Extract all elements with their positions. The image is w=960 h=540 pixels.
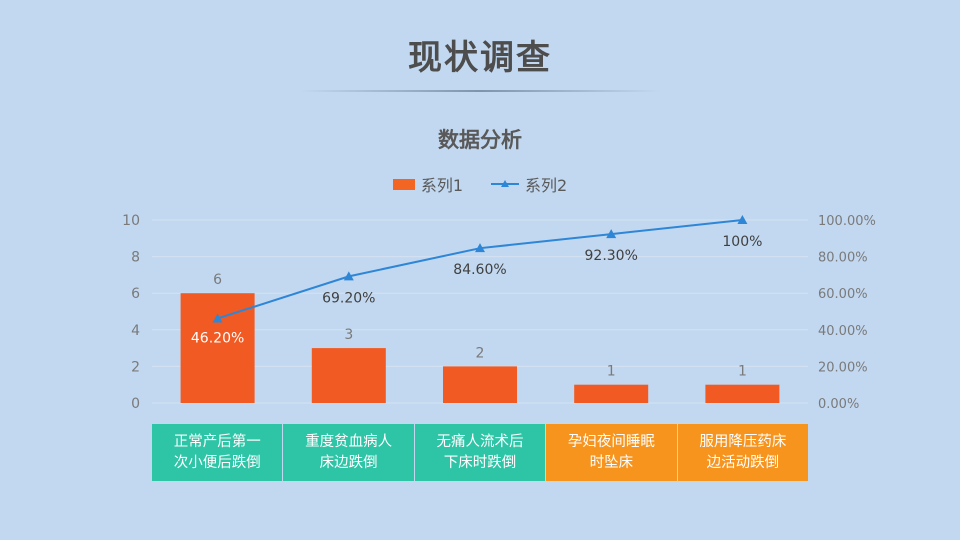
legend-line-swatch — [491, 180, 519, 187]
legend-item-series2: 系列2 — [491, 172, 567, 196]
bar-value-label: 1 — [738, 364, 747, 380]
y-right-tick-label: 0.00% — [818, 397, 859, 412]
y-left-tick-label: 6 — [131, 286, 140, 302]
bar-value-label: 1 — [607, 364, 616, 380]
category-label: 服用降压药床 边活动跌倒 — [677, 424, 809, 481]
line-value-label: 100% — [722, 234, 762, 250]
category-table: 正常产后第一 次小便后跌倒 重度贫血病人 床边跌倒 无痛人流术后 下床时跌倒 孕妇夜间… — [152, 424, 809, 481]
y-right-tick-label: 40.00% — [818, 324, 868, 339]
bar-value-label: 6 — [213, 272, 222, 288]
bar-value-label: 2 — [476, 345, 485, 361]
line-marker — [343, 271, 354, 281]
bar — [574, 384, 649, 403]
bar — [705, 384, 780, 403]
chart-legend: 系列1 系列2 — [0, 172, 960, 196]
line-marker — [475, 243, 485, 253]
y-right-tick-label: 100.00% — [818, 214, 876, 229]
page-title: 现状调查 — [408, 38, 552, 78]
category-label: 重度贫血病人 床边跌倒 — [283, 424, 415, 481]
y-right-tick-label: 20.00% — [818, 360, 868, 375]
y-right-tick-label: 80.00% — [818, 251, 868, 266]
y-right-tick-label: 60.00% — [818, 287, 868, 302]
legend-item-series1: 系列1 — [392, 172, 463, 196]
line-value-label: 84.60% — [453, 262, 506, 278]
line-marker — [737, 215, 748, 224]
legend-label-series2: 系列2 — [525, 176, 568, 195]
y-left-tick-label: 8 — [131, 250, 140, 266]
title-divider — [300, 90, 660, 92]
category-label: 无痛人流术后 下床时跌倒 — [414, 424, 547, 481]
bar — [443, 366, 517, 403]
line-value-label: 92.30% — [585, 248, 638, 264]
category-label: 正常产后第一 次小便后跌倒 — [152, 424, 284, 481]
line-value-label: 46.20% — [191, 330, 244, 346]
bar — [311, 348, 386, 403]
legend-bar-swatch — [392, 178, 415, 190]
line-marker — [212, 313, 223, 323]
line-marker — [606, 229, 617, 239]
y-left-tick-label: 10 — [122, 213, 140, 229]
legend-label-series1: 系列1 — [420, 176, 463, 195]
chart-title: 数据分析 — [438, 128, 522, 152]
category-label: 孕妇夜间睡眠 时坠床 — [546, 424, 678, 481]
bar-value-label: 3 — [344, 327, 353, 343]
y-left-tick-label: 0 — [131, 396, 140, 412]
line-value-label: 69.20% — [322, 290, 375, 306]
y-left-tick-label: 2 — [131, 359, 140, 375]
y-left-tick-label: 4 — [131, 323, 140, 339]
